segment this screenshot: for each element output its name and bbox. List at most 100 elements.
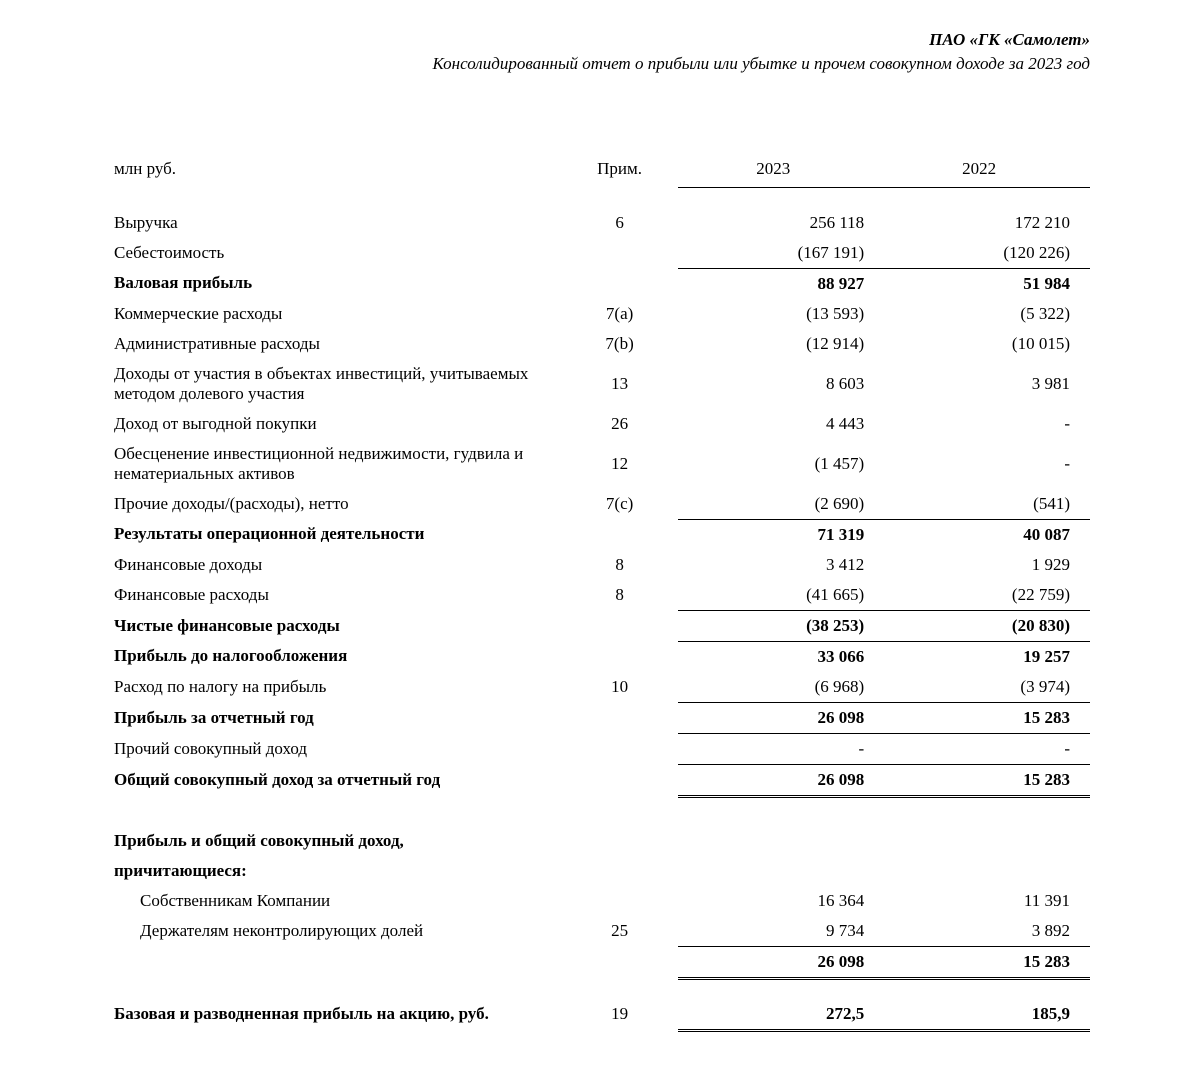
table-row: Собственникам Компании16 36411 391: [110, 886, 1090, 916]
row-note: [561, 886, 679, 916]
row-note: [561, 519, 679, 550]
spacer: [110, 796, 1090, 826]
table-row: Коммерческие расходы7(a)(13 593)(5 322): [110, 299, 1090, 329]
eps-label: Базовая и разводненная прибыль на акцию,…: [110, 999, 561, 1031]
row-note: [561, 641, 679, 672]
row-value-y2: 40 087: [884, 519, 1090, 550]
report-title: Консолидированный отчет о прибыли или уб…: [110, 54, 1090, 74]
spacer: [110, 188, 1090, 208]
row-note: 12: [561, 439, 679, 489]
row-value-y2: 15 283: [884, 764, 1090, 796]
row-value-y1: (38 253): [678, 610, 884, 641]
spacer: [110, 979, 1090, 999]
row-note: 7(c): [561, 489, 679, 520]
row-value-y1: 256 118: [678, 208, 884, 238]
row-note: 6: [561, 208, 679, 238]
eps-row: Базовая и разводненная прибыль на акцию,…: [110, 999, 1090, 1031]
row-value-y2: 19 257: [884, 641, 1090, 672]
row-value-y1: 26 098: [678, 702, 884, 733]
row-note: [561, 610, 679, 641]
attributable-heading-l2: причитающиеся:: [110, 856, 561, 886]
row-value-y1: (41 665): [678, 580, 884, 611]
row-label: Себестоимость: [110, 238, 561, 269]
row-value-y1: 26 098: [678, 947, 884, 979]
row-value-y1: 88 927: [678, 268, 884, 299]
row-value-y2: 3 892: [884, 916, 1090, 947]
row-value-y1: 3 412: [678, 550, 884, 580]
table-row: Себестоимость(167 191)(120 226): [110, 238, 1090, 269]
row-value-y1: -: [678, 733, 884, 764]
row-value-y2: 51 984: [884, 268, 1090, 299]
row-note: 13: [561, 359, 679, 409]
attributable-heading-l1: Прибыль и общий совокупный доход,: [110, 826, 561, 856]
income-statement-table: млн руб. Прим. 2023 2022 Выручка6256 118…: [110, 154, 1090, 1032]
row-note: [561, 733, 679, 764]
row-label: Результаты операционной деятельности: [110, 519, 561, 550]
eps-note: 19: [561, 999, 679, 1031]
row-value-y2: (3 974): [884, 672, 1090, 703]
row-value-y2: (20 830): [884, 610, 1090, 641]
table-row: Общий совокупный доход за отчетный год 26…: [110, 764, 1090, 796]
row-value-y1: (1 457): [678, 439, 884, 489]
row-label: Прочие доходы/(расходы), нетто: [110, 489, 561, 520]
eps-y1: 272,5: [678, 999, 884, 1031]
table-row: Финансовые доходы83 4121 929: [110, 550, 1090, 580]
table-row: Административные расходы7(b)(12 914)(10 …: [110, 329, 1090, 359]
row-label: Доходы от участия в объектах инвестиций,…: [110, 359, 561, 409]
row-value-y2: (5 322): [884, 299, 1090, 329]
table-row: Результаты операционной деятельности 71 3…: [110, 519, 1090, 550]
row-value-y2: 172 210: [884, 208, 1090, 238]
row-note: [561, 268, 679, 299]
row-label: Прибыль до налогообложения: [110, 641, 561, 672]
document-header: ПАО «ГК «Самолет» Консолидированный отче…: [110, 30, 1090, 74]
attributable-heading: Прибыль и общий совокупный доход,: [110, 826, 1090, 856]
row-note: [561, 947, 679, 979]
row-label: Общий совокупный доход за отчетный год: [110, 764, 561, 796]
attributable-heading-2: причитающиеся:: [110, 856, 1090, 886]
table-row: Прочий совокупный доход--: [110, 733, 1090, 764]
note-header: Прим.: [561, 154, 679, 188]
row-note: 8: [561, 550, 679, 580]
row-value-y1: (167 191): [678, 238, 884, 269]
row-note: [561, 238, 679, 269]
row-label: Административные расходы: [110, 329, 561, 359]
row-value-y1: 71 319: [678, 519, 884, 550]
table-row: Держателям неконтролирующих долей259 734…: [110, 916, 1090, 947]
row-label: Собственникам Компании: [110, 886, 561, 916]
row-label: Доход от выгодной покупки: [110, 409, 561, 439]
row-value-y1: (2 690): [678, 489, 884, 520]
table-row: Прибыль до налогообложения33 06619 257: [110, 641, 1090, 672]
row-value-y1: (13 593): [678, 299, 884, 329]
row-label: Финансовые доходы: [110, 550, 561, 580]
table-row: Доходы от участия в объектах инвестиций,…: [110, 359, 1090, 409]
row-value-y1: 8 603: [678, 359, 884, 409]
row-value-y1: 26 098: [678, 764, 884, 796]
row-value-y1: (6 968): [678, 672, 884, 703]
row-label: Выручка: [110, 208, 561, 238]
row-value-y1: 4 443: [678, 409, 884, 439]
row-label: Держателям неконтролирующих долей: [110, 916, 561, 947]
table-row: Обесценение инвестиционной недвижимости,…: [110, 439, 1090, 489]
row-label: Коммерческие расходы: [110, 299, 561, 329]
row-note: 7(a): [561, 299, 679, 329]
units-header: млн руб.: [110, 154, 561, 188]
year2-header: 2022: [884, 154, 1090, 188]
table-row: Валовая прибыль88 92751 984: [110, 268, 1090, 299]
table-row: Прибыль за отчетный год26 09815 283: [110, 702, 1090, 733]
table-row: Прочие доходы/(расходы), нетто7(c)(2 690…: [110, 489, 1090, 520]
row-value-y2: 3 981: [884, 359, 1090, 409]
row-note: [561, 764, 679, 796]
row-note: 8: [561, 580, 679, 611]
row-label: [110, 947, 561, 979]
table-row: Чистые финансовые расходы(38 253)(20 830…: [110, 610, 1090, 641]
row-label: Прочий совокупный доход: [110, 733, 561, 764]
row-value-y1: 9 734: [678, 916, 884, 947]
company-name: ПАО «ГК «Самолет»: [110, 30, 1090, 50]
table-row: Финансовые расходы8(41 665)(22 759): [110, 580, 1090, 611]
row-value-y1: (12 914): [678, 329, 884, 359]
row-note: 10: [561, 672, 679, 703]
row-label: Финансовые расходы: [110, 580, 561, 611]
row-label: Расход по налогу на прибыль: [110, 672, 561, 703]
row-value-y2: -: [884, 439, 1090, 489]
row-label: Прибыль за отчетный год: [110, 702, 561, 733]
